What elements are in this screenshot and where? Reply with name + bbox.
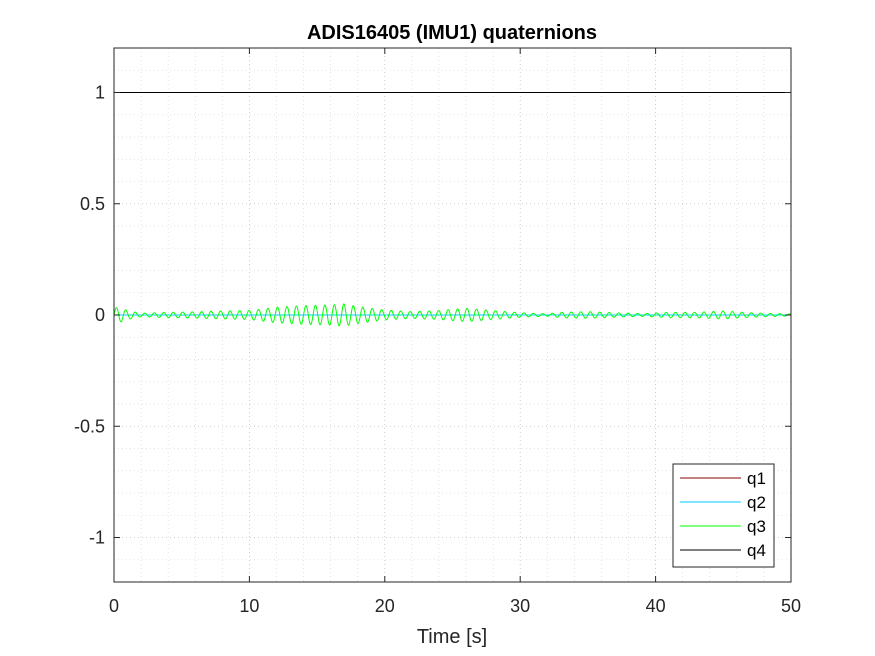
legend-label-q3: q3	[747, 517, 766, 536]
x-tick-label: 10	[239, 596, 259, 616]
x-tick-label: 40	[646, 596, 666, 616]
chart-title: ADIS16405 (IMU1) quaternions	[307, 22, 597, 44]
x-axis-label: Time [s]	[417, 626, 487, 648]
legend-label-q2: q2	[747, 493, 766, 512]
x-tick-label: 30	[510, 596, 530, 616]
y-tick-label: 1	[95, 83, 105, 103]
y-tick-label: -1	[89, 528, 105, 548]
y-tick-label: 0.5	[80, 194, 105, 214]
legend-label-q1: q1	[747, 469, 766, 488]
legend-label-q4: q4	[747, 541, 766, 560]
y-tick-label: -0.5	[74, 416, 105, 436]
x-tick-label: 20	[375, 596, 395, 616]
ticks-layer: 0 10 20 30 40 50 1 0.5 0 -0.5 -1	[74, 48, 801, 616]
x-tick-label: 0	[109, 596, 119, 616]
legend: q1 q2 q3 q4	[672, 463, 775, 568]
x-tick-label: 50	[781, 596, 801, 616]
series-layer	[113, 92, 792, 327]
series-line-q3	[113, 303, 792, 327]
y-tick-label: 0	[95, 305, 105, 325]
